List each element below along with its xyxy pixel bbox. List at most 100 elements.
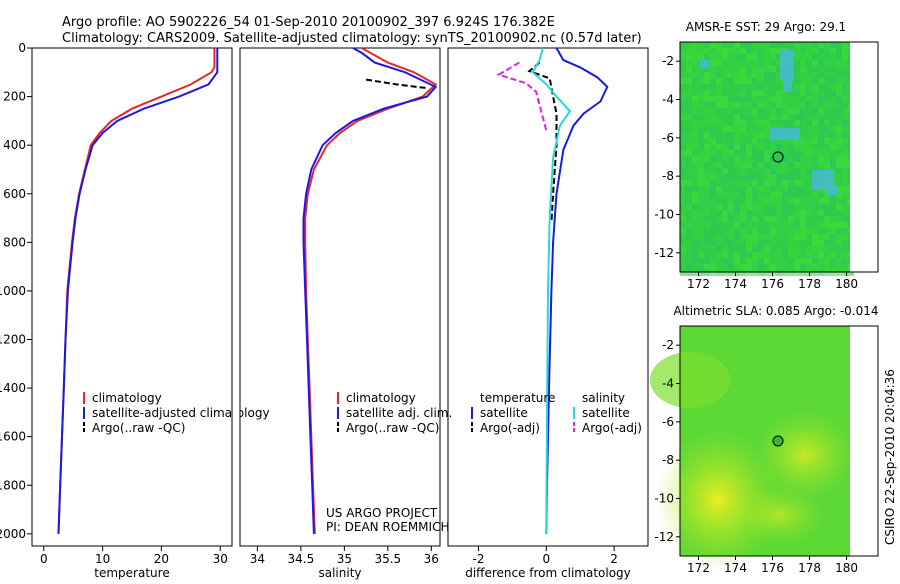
sst-cell (788, 240, 794, 246)
sst-cell (752, 174, 758, 180)
sst-cell (794, 150, 800, 156)
sst-cell (698, 192, 704, 198)
sst-cell (698, 138, 704, 144)
sst-cell (740, 126, 746, 132)
sst-cell (710, 120, 716, 126)
sst-cell (722, 108, 728, 114)
sst-cell (692, 252, 698, 258)
sst-cell (800, 54, 806, 60)
sst-cell (764, 228, 770, 234)
x-tick-label: 34.5 (288, 552, 315, 566)
sst-cell (824, 126, 830, 132)
sst-cell (794, 114, 800, 120)
sst-cell (842, 54, 848, 60)
sst-cell (692, 192, 698, 198)
sst-cell (740, 90, 746, 96)
sst-cell (680, 168, 686, 174)
sst-cell (764, 66, 770, 72)
sst-cell (698, 78, 704, 84)
sst-cell (806, 228, 812, 234)
difference-legend: temperature satellite Argo(-adj) salinit… (471, 391, 642, 435)
sst-cell (818, 48, 824, 54)
sst-cell (734, 252, 740, 258)
sst-cell (800, 96, 806, 102)
sst-cell (842, 114, 848, 120)
sst-cell (758, 210, 764, 216)
sst-cell (710, 234, 716, 240)
sst-cell (734, 114, 740, 120)
sst-cell (752, 210, 758, 216)
sst-cell (692, 120, 698, 126)
sst-cell (698, 108, 704, 114)
sst-cell (680, 108, 686, 114)
sst-cell (830, 240, 836, 246)
sst-cell (686, 270, 692, 276)
y-tick-label: 1600 (0, 430, 26, 444)
sst-cell (680, 126, 686, 132)
sst-cell (686, 162, 692, 168)
sst-cell (830, 96, 836, 102)
sst-cell (686, 138, 692, 144)
sst-cell (812, 144, 818, 150)
legend-clip-mask (232, 390, 240, 436)
sst-cell (758, 78, 764, 84)
sst-cell (770, 78, 776, 84)
sst-cell (692, 90, 698, 96)
sst-cell (752, 192, 758, 198)
sst-cell (842, 90, 848, 96)
sst-cell (776, 60, 782, 66)
sst-cell (830, 162, 836, 168)
sst-cell (758, 222, 764, 228)
sst-cell (680, 144, 686, 150)
sst-cell (806, 258, 812, 264)
sst-cell (836, 90, 842, 96)
sst-cell (818, 132, 824, 138)
sst-cell (782, 240, 788, 246)
sla-anomaly (650, 352, 730, 408)
sst-cell (818, 264, 824, 270)
y-tick-label: 1400 (0, 381, 26, 395)
sla-high-anomaly (735, 485, 825, 545)
sst-argo-marker (772, 151, 784, 163)
sst-cell (830, 138, 836, 144)
sst-cell (800, 102, 806, 108)
sst-cell (698, 270, 704, 276)
sst-cell (788, 264, 794, 270)
sst-cell (698, 156, 704, 162)
sst-cell (752, 180, 758, 186)
sst-cell (824, 66, 830, 72)
sst-cell (734, 246, 740, 252)
sst-cell (692, 198, 698, 204)
sst-cell (734, 240, 740, 246)
sst-cell (692, 162, 698, 168)
sst-cell (806, 78, 812, 84)
sst-cell (716, 72, 722, 78)
sst-cell (698, 150, 704, 156)
sst-cell (782, 150, 788, 156)
sst-cell (782, 264, 788, 270)
sst-cell (788, 192, 794, 198)
sst-cell (764, 234, 770, 240)
sst-cell (788, 258, 794, 264)
sst-cell (782, 228, 788, 234)
sst-cell (764, 144, 770, 150)
sst-cell (716, 42, 722, 48)
sst-cell (824, 228, 830, 234)
legend-label: Argo(-adj) (480, 421, 540, 435)
sst-cell (776, 168, 782, 174)
sst-cell (812, 54, 818, 60)
sst-cell (734, 180, 740, 186)
sst-cell (788, 120, 794, 126)
sst-cell (770, 186, 776, 192)
sst-cell (704, 48, 710, 54)
sst-cell (692, 168, 698, 174)
sst-cell (746, 126, 752, 132)
sst-cell (770, 90, 776, 96)
sst-cell (722, 252, 728, 258)
sst-cell (782, 192, 788, 198)
sst-cell (710, 78, 716, 84)
sst-cell (788, 42, 794, 48)
sst-cell (818, 66, 824, 72)
sst-map-cells (680, 42, 854, 276)
sst-cell (722, 72, 728, 78)
